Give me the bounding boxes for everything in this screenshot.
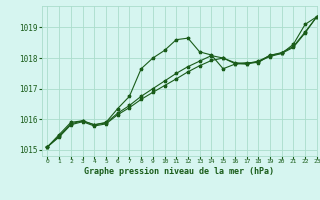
X-axis label: Graphe pression niveau de la mer (hPa): Graphe pression niveau de la mer (hPa) — [84, 167, 274, 176]
